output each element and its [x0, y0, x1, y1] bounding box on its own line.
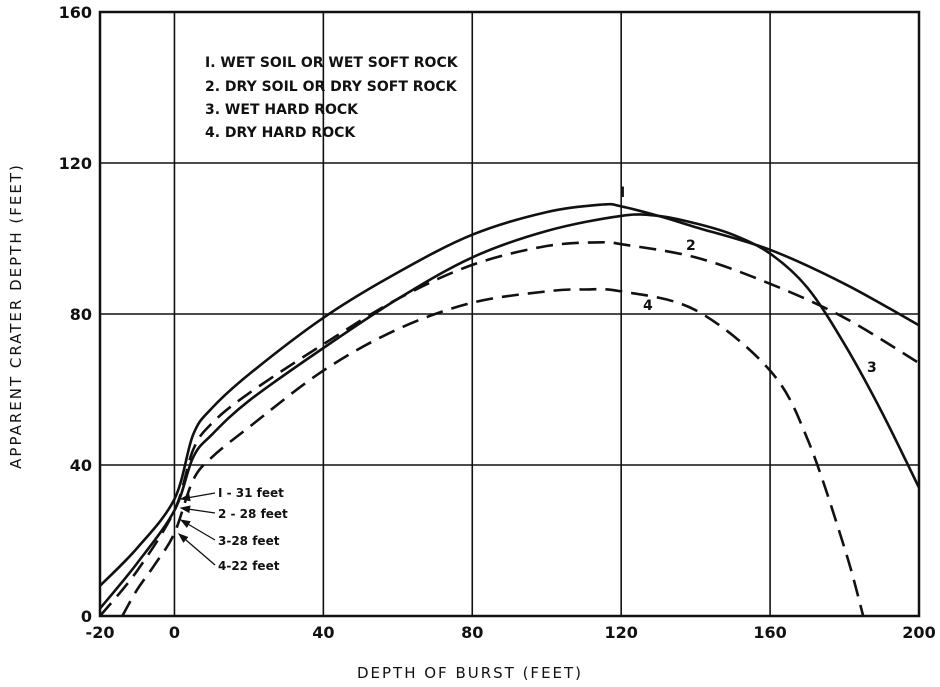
legend: I. WET SOIL OR WET SOFT ROCK 2. DRY SOIL… — [205, 55, 459, 141]
x-tick-label: 200 — [902, 623, 935, 642]
series-line-4 — [121, 287, 865, 617]
y-tick-label: 160 — [59, 3, 92, 22]
y-tick-label: 120 — [59, 154, 92, 173]
y-tick-label: 80 — [70, 305, 92, 324]
annotations: I - 31 feet 2 - 28 feet 3-28 feet 4-22 f… — [178, 486, 288, 573]
x-tick-label: 40 — [312, 623, 334, 642]
annotation-arrow-4 — [178, 533, 216, 566]
legend-entry-2: 2. DRY SOIL OR DRY SOFT ROCK — [205, 79, 458, 95]
curve-label-1: I — [620, 185, 625, 201]
series-line-3 — [98, 213, 921, 610]
x-tick-label: 160 — [753, 623, 786, 642]
legend-entry-3: 3. WET HARD ROCK — [205, 102, 359, 118]
y-tick-label: 0 — [81, 607, 92, 626]
annotation-4: 4-22 feet — [218, 559, 280, 573]
curve-label-4: 4 — [643, 298, 653, 314]
x-tick-label: -20 — [86, 623, 115, 642]
x-tick-label: 120 — [604, 623, 637, 642]
legend-entry-4: 4. DRY HARD ROCK — [205, 125, 356, 141]
legend-entry-1: I. WET SOIL OR WET SOFT ROCK — [205, 55, 459, 71]
curve-label-2: 2 — [686, 238, 696, 254]
annotation-3: 3-28 feet — [218, 534, 280, 548]
annotation-1: I - 31 feet — [218, 486, 284, 500]
series-lines — [98, 202, 921, 617]
curve-label-3: 3 — [867, 360, 877, 376]
y-tick-label: 40 — [70, 456, 92, 475]
annotation-arrow-3 — [179, 519, 216, 541]
x-tick-label: 0 — [169, 623, 180, 642]
x-axis-title: DEPTH OF BURST (FEET) — [357, 664, 583, 682]
y-axis-title: APPARENT CRATER DEPTH (FEET) — [7, 163, 25, 469]
plot-frame — [98, 10, 921, 618]
x-tick-label: 80 — [461, 623, 483, 642]
annotation-2: 2 - 28 feet — [218, 507, 288, 521]
series-line-1 — [99, 202, 920, 587]
series-line-2 — [98, 240, 920, 617]
annotation-arrow-2 — [179, 505, 216, 514]
annotation-arrow-1 — [179, 492, 216, 502]
